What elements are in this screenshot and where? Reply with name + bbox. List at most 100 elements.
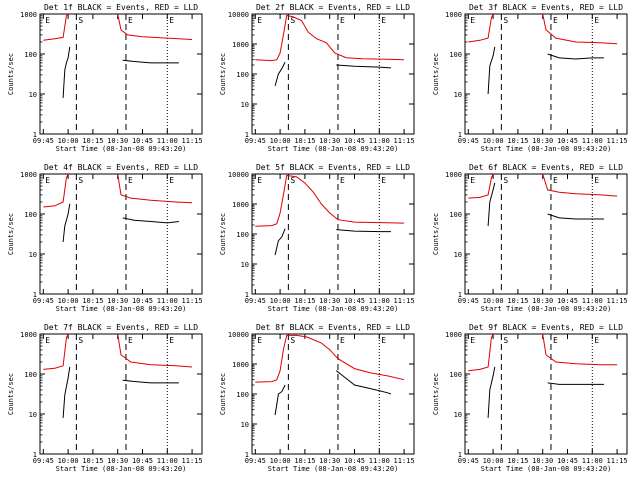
chart-panel-8: Det 8f BLACK = Events, RED = LLD 1 10 100 10… <box>219 323 415 473</box>
chart-panel-9: Det 9f BLACK = Events, RED = LLD 1 10 100 10… <box>432 323 628 473</box>
series-line-black <box>487 366 496 418</box>
series-line-black <box>547 213 604 220</box>
time-marker-label: E <box>594 16 599 25</box>
chart-panel-2: Det 2f BLACK = Events, RED = LLD 1 10 100 10… <box>219 3 415 153</box>
time-marker-label: S <box>290 16 295 25</box>
y-axis-label: Counts/sec <box>219 373 227 415</box>
time-marker-label: S <box>78 336 83 345</box>
time-marker-label: E <box>594 336 599 345</box>
chart-title: Det 8f BLACK = Events, RED = LLD <box>256 323 410 332</box>
y-tick-label: 1000 <box>20 331 37 339</box>
y-axis-label: Counts/sec <box>7 53 15 95</box>
y-tick-label: 1 <box>33 291 37 299</box>
y-tick-label: 10 <box>241 101 249 109</box>
y-axis-label: Counts/sec <box>219 213 227 255</box>
time-marker-label: E <box>128 16 133 25</box>
y-tick-label: 100 <box>449 371 462 379</box>
x-tick-label: 10:00 <box>58 297 79 305</box>
time-marker-label: E <box>553 16 558 25</box>
chart-panel-4: Det 4f BLACK = Events, RED = LLD 1 10 100 10… <box>7 163 203 313</box>
x-tick-label: 10:00 <box>483 297 504 305</box>
series-line-red <box>468 333 494 372</box>
x-tick-label: 10:30 <box>319 137 340 145</box>
x-tick-label: 10:15 <box>294 457 315 465</box>
time-marker-label: E <box>381 336 386 345</box>
y-axis-label: Counts/sec <box>7 213 15 255</box>
plot-frame <box>464 173 628 295</box>
x-tick-label: 10:45 <box>557 137 578 145</box>
series-line-red <box>43 173 69 208</box>
y-axis-label: Counts/sec <box>219 53 227 95</box>
series-line-black <box>274 384 286 416</box>
x-tick-label: 10:45 <box>557 457 578 465</box>
x-axis-label: Start Time (08-Jan-08 09:43:20) <box>268 145 399 153</box>
x-tick-label: 11:00 <box>582 137 603 145</box>
x-tick-label: 11:00 <box>369 457 390 465</box>
x-axis-label: Start Time (08-Jan-08 09:43:20) <box>268 465 399 473</box>
y-tick-label: 1000 <box>20 171 37 179</box>
time-marker-label: E <box>340 336 345 345</box>
y-axis-label: Counts/sec <box>432 373 440 415</box>
plot-frame <box>251 13 415 135</box>
series-line-black <box>336 64 391 69</box>
plot-frame <box>464 333 628 455</box>
x-tick-label: 11:15 <box>394 457 415 465</box>
series-line-black <box>547 53 604 60</box>
time-marker-label: S <box>78 176 83 185</box>
y-tick-label: 10 <box>454 91 462 99</box>
time-marker-label: E <box>340 16 345 25</box>
x-tick-label: 09:45 <box>458 137 479 145</box>
series-line-black <box>274 61 286 87</box>
y-tick-label: 1 <box>458 131 462 139</box>
x-tick-label: 10:30 <box>107 457 128 465</box>
time-marker-label: E <box>257 336 262 345</box>
series-line-black <box>335 370 392 395</box>
series-line-red <box>542 333 618 366</box>
x-tick-label: 10:15 <box>294 297 315 305</box>
x-tick-label: 10:15 <box>507 137 528 145</box>
chart-title: Det 6f BLACK = Events, RED = LLD <box>469 163 623 172</box>
y-tick-label: 100 <box>449 211 462 219</box>
x-tick-label: 09:45 <box>33 137 54 145</box>
series-line-red <box>43 333 69 370</box>
x-axis-label: Start Time (08-Jan-08 09:43:20) <box>481 145 612 153</box>
series-line-red <box>117 173 193 204</box>
time-marker-label: E <box>169 16 174 25</box>
y-tick-label: 10 <box>454 411 462 419</box>
x-axis-label: Start Time (08-Jan-08 09:43:20) <box>56 145 187 153</box>
x-tick-label: 11:15 <box>182 137 203 145</box>
y-axis-label: Counts/sec <box>432 213 440 255</box>
y-tick-label: 1000 <box>232 41 249 49</box>
series-line-red <box>468 13 494 43</box>
x-axis-label: Start Time (08-Jan-08 09:43:20) <box>481 465 612 473</box>
series-line-black <box>122 217 179 224</box>
y-tick-label: 10000 <box>228 171 249 179</box>
y-tick-label: 1 <box>33 451 37 459</box>
x-tick-label: 10:45 <box>132 137 153 145</box>
x-tick-label: 09:45 <box>245 137 266 145</box>
x-axis-label: Start Time (08-Jan-08 09:43:20) <box>481 305 612 313</box>
time-marker-label: E <box>594 176 599 185</box>
x-tick-label: 11:15 <box>182 457 203 465</box>
series-line-red <box>542 13 618 45</box>
x-tick-label: 10:00 <box>483 137 504 145</box>
x-tick-label: 11:15 <box>182 297 203 305</box>
x-tick-label: 10:45 <box>557 297 578 305</box>
time-marker-label: E <box>340 176 345 185</box>
time-marker-label: E <box>45 336 50 345</box>
chart-panel-3: Det 3f BLACK = Events, RED = LLD 1 10 100 10… <box>432 3 628 153</box>
y-tick-label: 1 <box>458 451 462 459</box>
y-tick-label: 1 <box>245 451 249 459</box>
y-tick-label: 1000 <box>232 201 249 209</box>
x-tick-label: 10:45 <box>344 137 365 145</box>
y-tick-label: 100 <box>24 51 37 59</box>
x-tick-label: 10:15 <box>507 457 528 465</box>
x-tick-label: 10:30 <box>107 137 128 145</box>
x-tick-label: 09:45 <box>458 457 479 465</box>
x-tick-label: 10:30 <box>532 457 553 465</box>
x-tick-label: 10:15 <box>294 137 315 145</box>
y-tick-label: 10 <box>29 251 37 259</box>
x-tick-label: 10:30 <box>319 457 340 465</box>
chart-title: Det 2f BLACK = Events, RED = LLD <box>256 3 410 12</box>
